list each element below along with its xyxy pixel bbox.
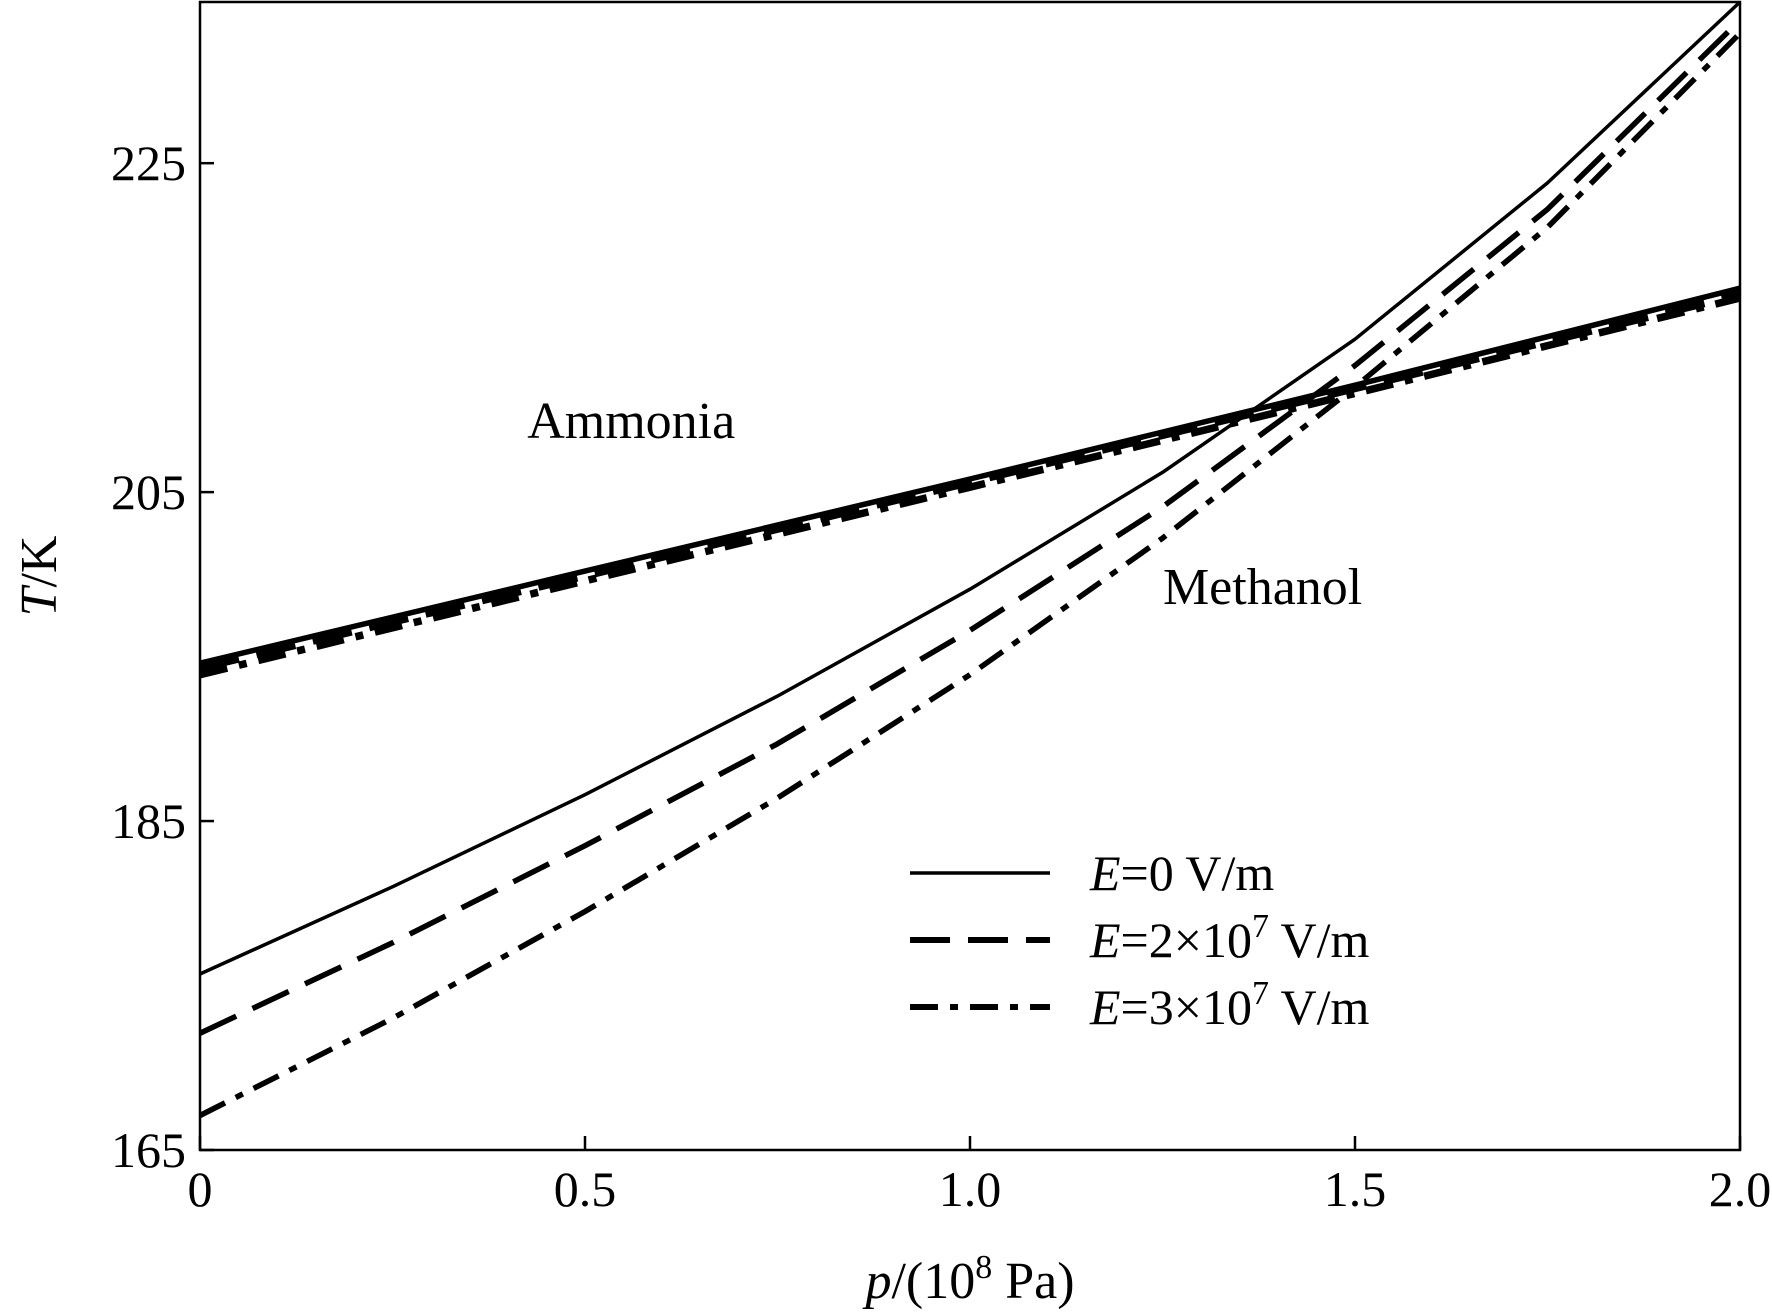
annotation-layer: Ammonia Methanol [527, 393, 1362, 616]
x-axis-label-exp: 8 [975, 1249, 992, 1286]
legend-label: E=3×107 V/m [1089, 975, 1370, 1035]
series-line-methanol-dashed [198, 18, 1742, 1036]
legend: E=0 V/m E=2×107 V/m E=3×107 V/m [910, 845, 1370, 1035]
series-line-ammonia-dashed [199, 291, 1741, 672]
x-tick-label: 1.5 [1324, 1161, 1387, 1217]
series-line-ammonia-solid [199, 285, 1741, 666]
x-axis-label-unit: Pa) [992, 1253, 1074, 1310]
y-axis-label: T/K [11, 535, 68, 616]
y-tick-label: 225 [111, 135, 186, 191]
series-line-methanol-dashdot [198, 31, 1742, 1118]
y-axis-label-rest: /K [11, 535, 68, 587]
legend-label: E=2×107 V/m [1089, 908, 1370, 968]
x-tick-label: 1.0 [939, 1161, 1002, 1217]
x-tick-label: 0.5 [554, 1161, 617, 1217]
y-tick-label: 165 [111, 1122, 186, 1178]
series-line-ammonia-dashdot [199, 294, 1741, 679]
annotation-methanol: Methanol [1163, 559, 1362, 616]
x-axis-label-rest: /(10 [891, 1253, 975, 1310]
legend-label: E=0 V/m [1089, 845, 1274, 901]
x-tick-label: 2.0 [1709, 1161, 1772, 1217]
tick-layer: 0 0.5 1.0 1.5 2.0 165 185 205 225 [111, 135, 1771, 1217]
plot-frame [198, 0, 1742, 1152]
x-tick-label: 0 [188, 1161, 213, 1217]
series-line-methanol-solid [199, 0, 1742, 976]
annotation-ammonia: Ammonia [527, 393, 735, 450]
y-tick-label: 205 [111, 464, 186, 520]
y-axis-label-var: T [11, 584, 68, 616]
x-axis-label-var: p [861, 1253, 891, 1310]
x-axis-label: p/(108 Pa) [861, 1249, 1074, 1310]
series-layer [198, 0, 1742, 1118]
y-tick-label: 185 [111, 793, 186, 849]
